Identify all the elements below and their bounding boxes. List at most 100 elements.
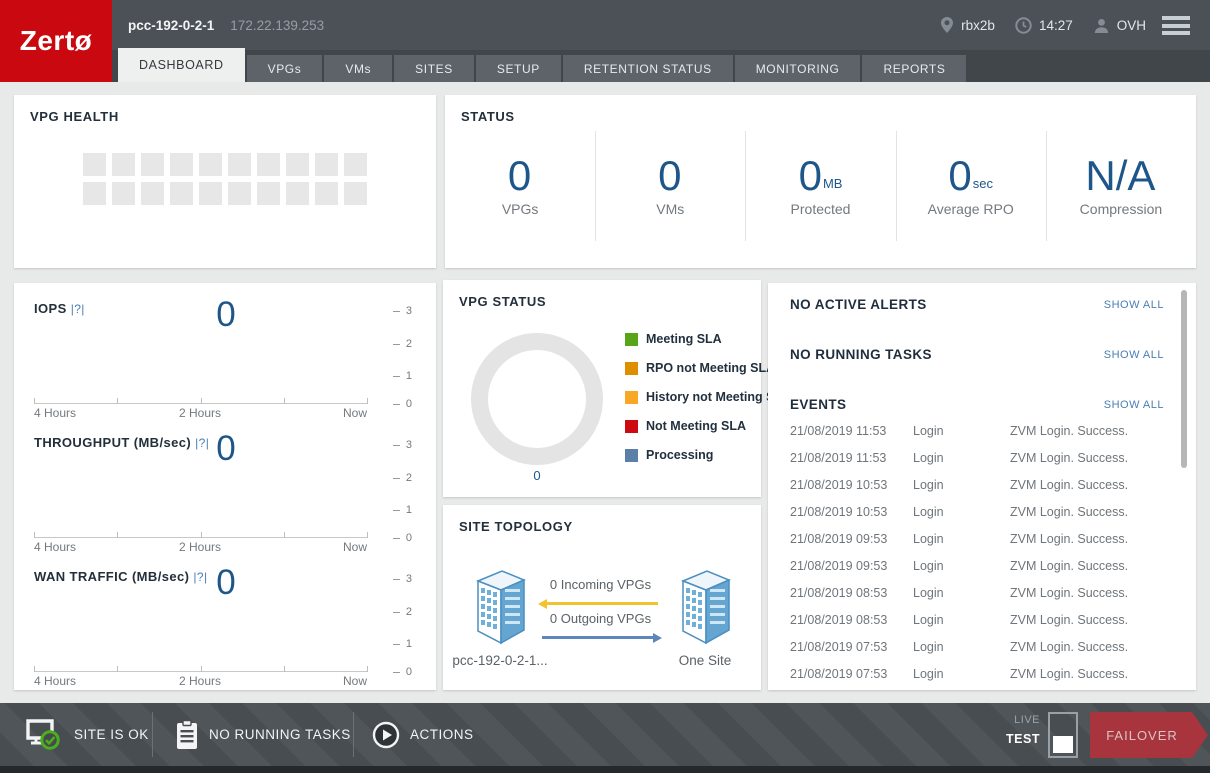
actions-label: ACTIONS [410, 727, 474, 742]
user-icon [1093, 17, 1110, 34]
x-tick-4hours: 4 Hours [34, 406, 76, 420]
metric-vpgs: 0 VPGs [445, 127, 595, 245]
tab-dashboard[interactable]: DASHBOARD [118, 48, 245, 82]
throughput-chart: THROUGHPUT (MB/sec) |?| 0 3 2 1 0 4 Hour… [14, 427, 436, 557]
y-tick-mark [393, 612, 400, 613]
remote-site-name: One Site [645, 653, 765, 668]
activity-panel: NO ACTIVE ALERTS SHOW ALL NO RUNNING TAS… [768, 283, 1196, 690]
location-label: rbx2b [961, 18, 995, 33]
metric-compression: N/A Compression [1046, 127, 1196, 245]
remote-site-node[interactable] [678, 567, 734, 652]
actions-menu[interactable]: ACTIONS [372, 703, 474, 766]
vpg-status-donut-value: 0 [533, 468, 540, 483]
throughput-help-link[interactable]: |?| [195, 436, 209, 450]
status-metrics: 0 VPGs 0 VMs 0MB Protected 0sec Average … [445, 127, 1196, 245]
legend-swatch-processing [625, 449, 638, 462]
tasks-show-all-link[interactable]: SHOW ALL [1104, 349, 1164, 361]
x-tick-4hours: 4 Hours [34, 540, 76, 554]
metric-average-rpo-unit: sec [973, 176, 993, 196]
local-site-node[interactable] [473, 567, 529, 652]
x-tick-2hours: 2 Hours [179, 674, 221, 688]
toggle-test-cell [1053, 736, 1073, 753]
y-tick-mark [393, 510, 400, 511]
tab-monitoring[interactable]: MONITORING [735, 55, 861, 82]
vpg-health-panel: VPG HEALTH [14, 95, 436, 268]
alerts-section-title: NO ACTIVE ALERTS [790, 297, 927, 312]
menu-icon[interactable] [1162, 16, 1190, 35]
legend-item-meeting-sla: Meeting SLA [625, 332, 791, 346]
event-row[interactable]: 21/08/2019 10:53LoginZVM Login. Success. [790, 471, 1174, 498]
metric-vms-value: 0 [658, 156, 681, 196]
x-tick-now: Now [343, 406, 367, 420]
tab-sites[interactable]: SITES [394, 55, 474, 82]
event-row[interactable]: 21/08/2019 07:53LoginZVM Login. Success. [790, 633, 1174, 660]
mode-live-label: LIVE [1006, 714, 1040, 726]
live-test-toggle[interactable] [1048, 712, 1078, 758]
vpg-health-grid [83, 153, 367, 205]
iops-chart-title: IOPS |?| [34, 301, 85, 316]
event-row[interactable]: 21/08/2019 11:53LoginZVM Login. Success. [790, 444, 1174, 471]
site-status-indicator[interactable]: SITE IS OK [24, 703, 149, 766]
footer-divider [152, 712, 153, 757]
x-axis [34, 537, 367, 538]
events-scrollbar[interactable] [1181, 290, 1187, 468]
site-ok-icon [24, 718, 64, 752]
tab-retention-status[interactable]: RETENTION STATUS [563, 55, 733, 82]
failover-button[interactable]: FAILOVER [1090, 712, 1208, 758]
legend-item-processing: Processing [625, 448, 791, 462]
top-bar: pcc-192-0-2-1 172.22.139.253 rbx2b 14:27 [0, 0, 1210, 50]
legend-swatch-history-not-meeting-sla [625, 391, 638, 404]
events-show-all-link[interactable]: SHOW ALL [1104, 399, 1164, 411]
bottom-strip [0, 766, 1210, 773]
metric-vpgs-label: VPGs [502, 201, 539, 217]
event-row[interactable]: 21/08/2019 08:53LoginZVM Login. Success. [790, 606, 1174, 633]
metric-protected-label: Protected [791, 201, 851, 217]
legend-swatch-rpo-not-meeting-sla [625, 362, 638, 375]
tab-setup[interactable]: SETUP [476, 55, 561, 82]
status-title: STATUS [461, 109, 515, 124]
tab-reports[interactable]: REPORTS [862, 55, 966, 82]
actions-play-icon [372, 721, 400, 749]
tasks-clipboard-icon [175, 720, 199, 750]
event-row[interactable]: 21/08/2019 10:53LoginZVM Login. Success. [790, 498, 1174, 525]
alerts-show-all-link[interactable]: SHOW ALL [1104, 299, 1164, 311]
event-row[interactable]: 21/08/2019 09:53LoginZVM Login. Success. [790, 525, 1174, 552]
metric-vms: 0 VMs [595, 127, 745, 245]
tab-vms[interactable]: VMs [324, 55, 392, 82]
wan-traffic-help-link[interactable]: |?| [193, 570, 207, 584]
running-tasks-label: NO RUNNING TASKS [209, 727, 351, 742]
event-row[interactable]: 21/08/2019 11:53LoginZVM Login. Success. [790, 417, 1174, 444]
iops-help-link[interactable]: |?| [71, 302, 85, 316]
iops-current-value: 0 [216, 295, 235, 335]
vpg-status-panel: VPG STATUS 0 Meeting SLA RPO not Meeting… [443, 280, 761, 497]
footer-bar: SITE IS OK NO RUNNING TASKS ACTIONS LIVE… [0, 703, 1210, 766]
legend-swatch-meeting-sla [625, 333, 638, 346]
x-axis [34, 403, 367, 404]
site-ip: 172.22.139.253 [230, 18, 324, 33]
tab-vpgs[interactable]: VPGs [247, 55, 323, 82]
site-name: pcc-192-0-2-1 [128, 18, 214, 33]
legend-item-history-not-meeting-sla: History not Meeting SLA [625, 390, 791, 404]
user-indicator[interactable]: OVH [1093, 17, 1146, 34]
zerto-logo: Zertø [0, 0, 112, 82]
event-row[interactable]: 21/08/2019 09:53LoginZVM Login. Success. [790, 552, 1174, 579]
y-tick-mark [393, 376, 400, 377]
running-tasks-indicator[interactable]: NO RUNNING TASKS [175, 703, 351, 766]
building-icon [473, 567, 529, 647]
event-row[interactable]: 21/08/2019 08:53LoginZVM Login. Success. [790, 579, 1174, 606]
user-label: OVH [1117, 18, 1146, 33]
y-tick-mark [393, 311, 400, 312]
metric-vms-label: VMs [656, 201, 684, 217]
y-tick-mark [393, 579, 400, 580]
mode-test-label: TEST [1006, 732, 1040, 746]
site-status-label: SITE IS OK [74, 727, 149, 742]
metric-protected-value: 0 [799, 156, 822, 196]
vpg-status-legend: Meeting SLA RPO not Meeting SLA History … [625, 332, 791, 477]
event-row[interactable]: 21/08/2019 07:53LoginZVM Login. Success. [790, 660, 1174, 687]
metric-average-rpo-label: Average RPO [928, 201, 1014, 217]
vpg-health-title: VPG HEALTH [30, 109, 119, 124]
incoming-vpgs-label: 0 Incoming VPGs [538, 577, 663, 592]
legend-item-not-meeting-sla: Not Meeting SLA [625, 419, 791, 433]
outgoing-vpgs-label: 0 Outgoing VPGs [538, 611, 663, 626]
y-tick-mark [393, 344, 400, 345]
